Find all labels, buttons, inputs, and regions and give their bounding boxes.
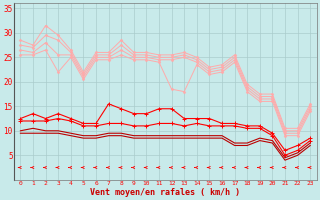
X-axis label: Vent moyen/en rafales ( km/h ): Vent moyen/en rafales ( km/h ) [90,188,240,197]
